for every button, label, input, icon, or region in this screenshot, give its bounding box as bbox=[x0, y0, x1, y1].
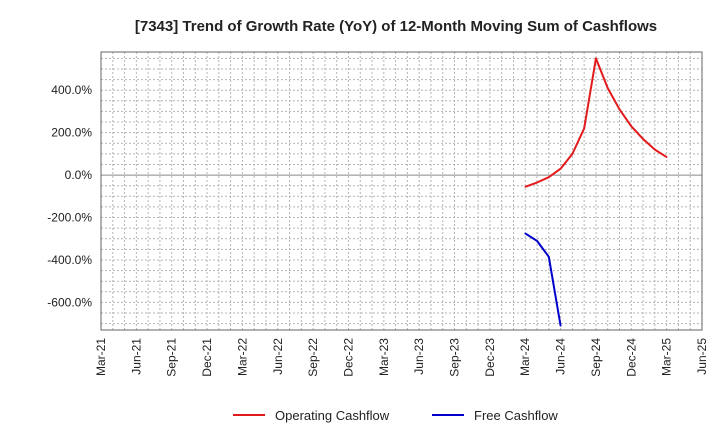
legend-label: Free Cashflow bbox=[474, 408, 558, 423]
series-layer bbox=[524, 57, 668, 327]
x-tick-label: Sep-24 bbox=[589, 338, 603, 377]
x-tick-label: Jun-22 bbox=[271, 338, 285, 375]
y-tick-label: -200.0% bbox=[47, 211, 92, 225]
plot-border bbox=[100, 51, 703, 331]
data-point bbox=[642, 138, 644, 140]
legend: Operating Cashflow Free Cashflow bbox=[233, 408, 558, 423]
x-tick-label: Mar-23 bbox=[377, 338, 391, 376]
y-tick-label: -400.0% bbox=[47, 253, 92, 267]
x-tick-label: Sep-22 bbox=[306, 338, 320, 377]
x-tick-label: Jun-25 bbox=[695, 338, 709, 375]
data-point bbox=[536, 181, 538, 184]
legend-label: Operating Cashflow bbox=[275, 408, 390, 423]
data-point bbox=[524, 232, 527, 235]
data-point bbox=[630, 125, 633, 128]
data-point bbox=[536, 240, 538, 242]
x-tick-label: Jun-23 bbox=[412, 338, 426, 375]
data-point bbox=[583, 127, 585, 130]
x-tick-label: Jun-24 bbox=[554, 338, 568, 375]
x-tick-label: Sep-21 bbox=[165, 338, 179, 377]
y-tick-label: 400.0% bbox=[51, 83, 92, 97]
data-point bbox=[665, 156, 668, 158]
data-point bbox=[524, 185, 527, 188]
x-tick-label: Mar-24 bbox=[518, 338, 532, 376]
x-tick-label: Mar-25 bbox=[660, 338, 674, 376]
data-point bbox=[548, 176, 550, 179]
axis-layer: 400.0% 200.0% 0.0% -200.0% -400.0% -600.0% Mar… bbox=[47, 51, 709, 377]
data-point bbox=[559, 324, 562, 327]
x-tick-label: Dec-24 bbox=[624, 338, 638, 377]
plot-area bbox=[101, 52, 702, 330]
x-tick-label: Mar-21 bbox=[94, 338, 108, 376]
data-point bbox=[559, 167, 562, 170]
data-point bbox=[606, 87, 609, 89]
data-point bbox=[618, 108, 621, 111]
x-tick-label: Sep-23 bbox=[448, 338, 462, 377]
chart-title: [7343] Trend of Growth Rate (YoY) of 12-… bbox=[135, 18, 657, 35]
x-tick-label: Mar-22 bbox=[235, 338, 249, 376]
x-tick-label: Dec-22 bbox=[341, 338, 355, 377]
data-point bbox=[571, 153, 574, 155]
grid-layer bbox=[101, 52, 702, 330]
x-tick-label: Dec-23 bbox=[483, 338, 497, 377]
series-line-free-cashflow bbox=[524, 232, 562, 326]
y-tick-label: 0.0% bbox=[65, 168, 93, 182]
data-point bbox=[548, 255, 550, 258]
y-tick-label: -600.0% bbox=[47, 295, 92, 309]
x-tick-label: Jun-21 bbox=[129, 338, 143, 375]
data-point bbox=[654, 148, 656, 151]
x-tick-label: Dec-21 bbox=[200, 338, 214, 377]
data-point bbox=[595, 57, 597, 60]
y-tick-label: 200.0% bbox=[51, 126, 92, 140]
